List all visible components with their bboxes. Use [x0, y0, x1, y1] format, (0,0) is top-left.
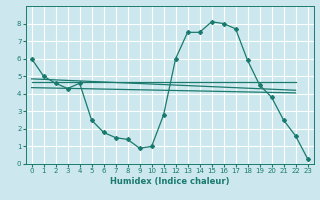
- X-axis label: Humidex (Indice chaleur): Humidex (Indice chaleur): [110, 177, 229, 186]
